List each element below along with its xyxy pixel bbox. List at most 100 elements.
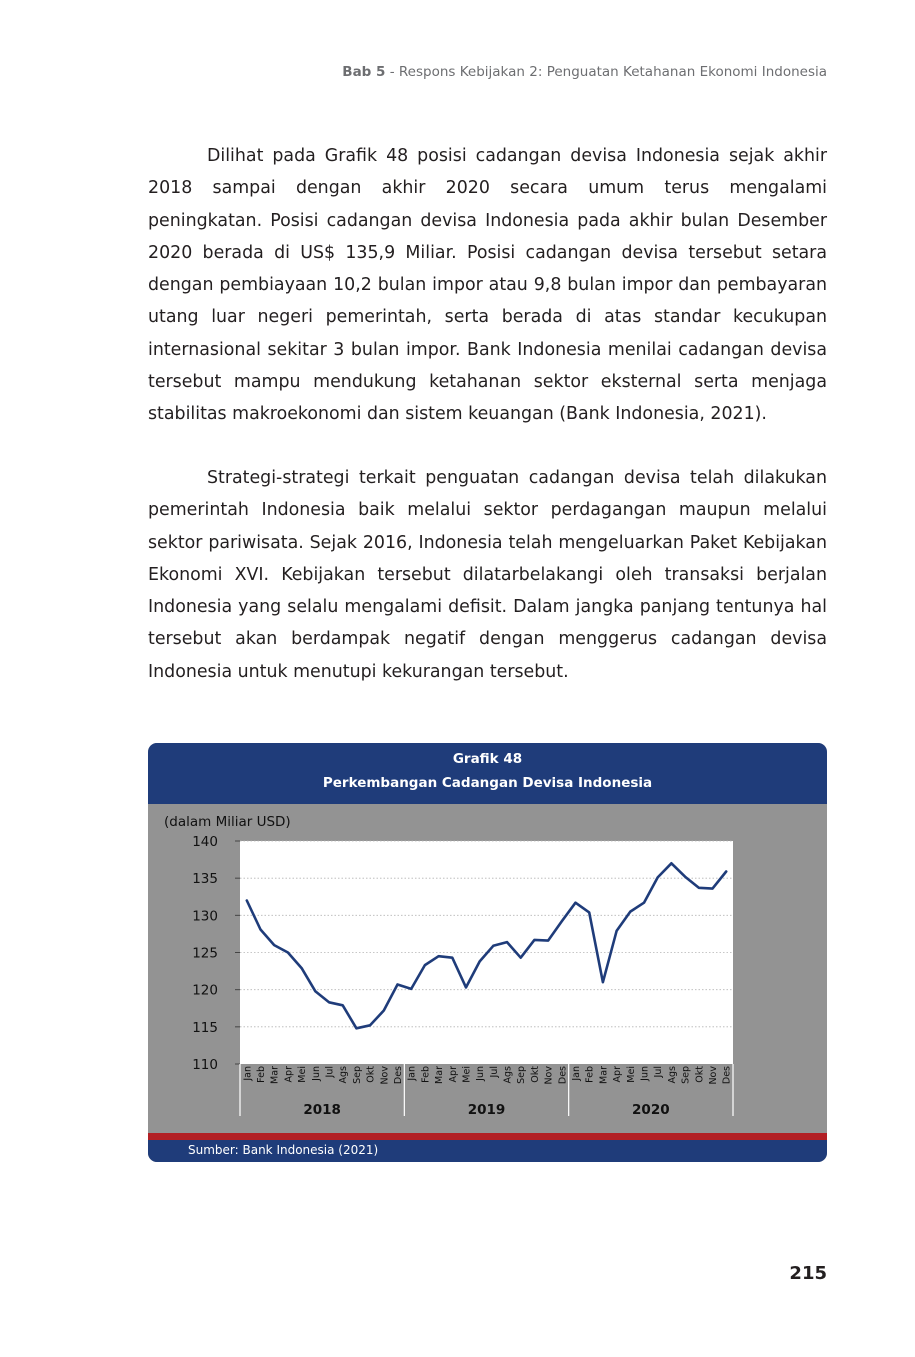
data-point	[615, 930, 618, 932]
page-number: 215	[789, 1263, 827, 1284]
data-point	[547, 939, 550, 942]
x-tick-label: Ags	[667, 1066, 678, 1084]
x-tick-label: Mei	[461, 1066, 472, 1083]
y-tick-label: 125	[192, 946, 218, 962]
data-point	[533, 938, 536, 941]
x-tick-label: Nov	[379, 1066, 390, 1085]
data-point	[314, 990, 317, 993]
chart-title: Perkembangan Cadangan Devisa Indonesia	[322, 775, 653, 791]
x-tick-label: Sep	[681, 1066, 692, 1084]
data-point	[697, 886, 700, 889]
paragraph-2: Strategi-strategi terkait penguatan cada…	[148, 462, 827, 688]
y-tick-label: 140	[192, 834, 218, 850]
x-tick-label: Apr	[448, 1066, 459, 1083]
x-tick-label: Des	[393, 1066, 404, 1084]
data-point	[287, 951, 289, 954]
data-point	[245, 899, 248, 902]
data-point	[492, 944, 495, 947]
year-label: 2018	[303, 1102, 341, 1118]
series-line	[245, 862, 728, 1030]
data-point	[711, 887, 714, 890]
y-tick-label: 110	[192, 1057, 218, 1073]
x-tick-label: Des	[557, 1066, 568, 1084]
data-point	[519, 956, 522, 959]
data-point	[656, 876, 659, 879]
data-point	[560, 920, 563, 923]
x-tick-label: Feb	[256, 1066, 267, 1083]
data-point	[410, 988, 413, 990]
y-tick-label: 115	[192, 1020, 218, 1036]
x-tick-label: Apr	[612, 1066, 623, 1083]
data-point	[423, 964, 426, 967]
data-point	[574, 901, 577, 904]
x-tick-label: Jun	[639, 1066, 650, 1082]
x-tick-label: Feb	[585, 1066, 596, 1083]
data-point	[465, 986, 467, 989]
data-point	[328, 1001, 330, 1004]
data-point	[602, 981, 604, 984]
x-tick-label: Feb	[420, 1066, 431, 1083]
x-tick-label: Ags	[503, 1066, 514, 1084]
x-tick-label: Mei	[297, 1066, 308, 1083]
data-point	[355, 1027, 358, 1030]
paragraph-1: Dilihat pada Grafik 48 posisi cadangan d…	[148, 140, 827, 431]
y-tick-label: 135	[192, 871, 218, 887]
chart-footer: Sumber: Bank Indonesia (2021)	[148, 1140, 827, 1162]
x-tick-label: Okt	[530, 1066, 541, 1083]
x-tick-label: Jun	[311, 1066, 322, 1082]
y-axis-label: (dalam Miliar USD)	[164, 814, 291, 830]
x-tick-label: Jul	[325, 1066, 336, 1078]
data-point	[643, 901, 645, 904]
year-label: 2020	[632, 1102, 670, 1118]
data-point	[437, 955, 440, 958]
x-tick-label: Okt	[694, 1066, 705, 1083]
chart-header: Grafik 48 Perkembangan Cadangan Devisa I…	[148, 743, 827, 804]
x-tick-label: Apr	[283, 1066, 294, 1083]
x-tick-label: Mei	[626, 1066, 637, 1083]
running-header: Bab 5 - Respons Kebijakan 2: Penguatan K…	[342, 64, 827, 80]
accent-strip	[148, 1133, 827, 1140]
data-point	[725, 870, 728, 873]
x-tick-label: Jul	[489, 1066, 500, 1078]
data-point	[259, 928, 262, 931]
data-point	[684, 875, 686, 878]
y-tick-label: 120	[192, 983, 218, 999]
data-point	[300, 967, 303, 970]
paragraph-2-text: Strategi-strategi terkait penguatan cada…	[148, 468, 827, 682]
chart-panel: Grafik 48 Perkembangan Cadangan Devisa I…	[148, 743, 827, 1162]
data-point	[382, 1009, 385, 1012]
year-label: 2019	[468, 1102, 506, 1118]
x-tick-label: Okt	[366, 1066, 377, 1083]
chapter-label: Bab 5	[342, 64, 386, 80]
chart-number: Grafik 48	[452, 751, 523, 767]
x-tick-label: Jul	[653, 1066, 664, 1078]
data-point	[273, 944, 276, 946]
x-tick-label: Jan	[242, 1066, 253, 1082]
x-tick-label: Nov	[544, 1066, 555, 1085]
x-tick-label: Jan	[571, 1066, 582, 1082]
x-tick-label: Sep	[352, 1066, 363, 1084]
data-point	[478, 960, 481, 963]
data-point	[341, 1004, 344, 1007]
data-point	[451, 956, 454, 959]
chapter-title: - Respons Kebijakan 2: Penguatan Ketahan…	[385, 64, 827, 80]
chart-source: Sumber: Bank Indonesia (2021)	[188, 1143, 379, 1157]
data-point	[670, 862, 673, 865]
x-tick-label: Mar	[598, 1066, 609, 1084]
data-point	[588, 911, 591, 914]
data-point	[629, 910, 632, 913]
x-tick-label: Mar	[434, 1066, 445, 1084]
x-tick-label: Jun	[475, 1066, 486, 1082]
x-tick-label: Sep	[516, 1066, 527, 1084]
data-point	[506, 941, 508, 943]
y-tick-label: 130	[192, 908, 218, 924]
data-point	[396, 983, 399, 986]
x-tick-label: Nov	[708, 1066, 719, 1085]
x-tick-label: Ags	[338, 1066, 349, 1084]
paragraph-1-text: Dilihat pada Grafik 48 posisi cadangan d…	[148, 146, 827, 425]
x-tick-label: Des	[722, 1066, 733, 1084]
data-point	[369, 1024, 371, 1027]
x-tick-label: Mar	[270, 1066, 281, 1084]
x-tick-label: Jan	[407, 1066, 418, 1082]
